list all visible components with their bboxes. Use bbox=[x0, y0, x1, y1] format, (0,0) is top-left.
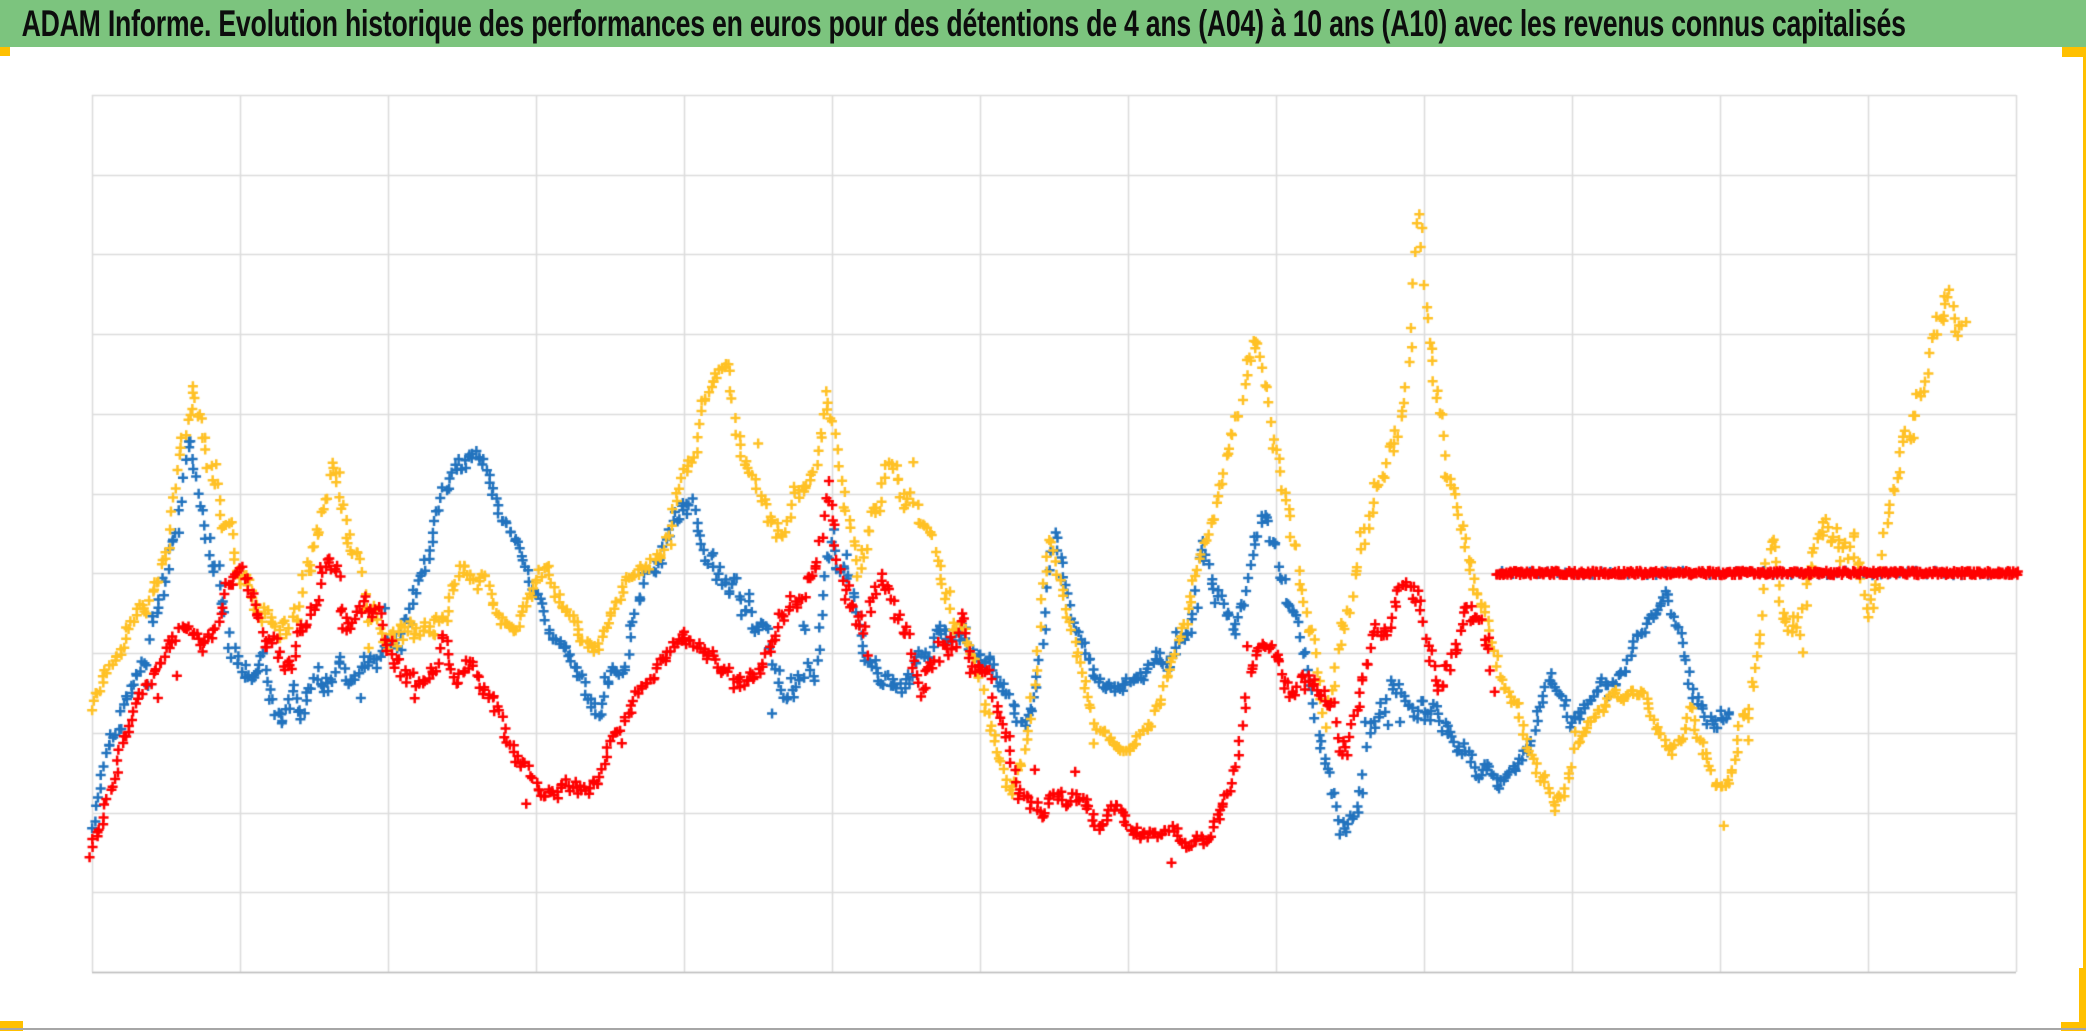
selection-handle-bottom-left[interactable] bbox=[0, 1021, 23, 1031]
selection-border-right bbox=[2083, 48, 2086, 1031]
selection-handle-top-right[interactable] bbox=[2062, 47, 2086, 57]
sheet-bottom-divider bbox=[0, 1028, 2086, 1030]
chart-title: ADAM Informe. Evolution historique des p… bbox=[21, 2, 1906, 44]
chart-plot-area[interactable] bbox=[92, 95, 2016, 972]
selection-handle-top-left[interactable] bbox=[0, 47, 10, 56]
selection-handle-bottom-right[interactable] bbox=[2061, 1022, 2086, 1031]
chart-title-bar: ADAM Informe. Evolution historique des p… bbox=[0, 0, 2086, 47]
selection-handle-bottom-right-vertical[interactable] bbox=[2079, 968, 2086, 1031]
